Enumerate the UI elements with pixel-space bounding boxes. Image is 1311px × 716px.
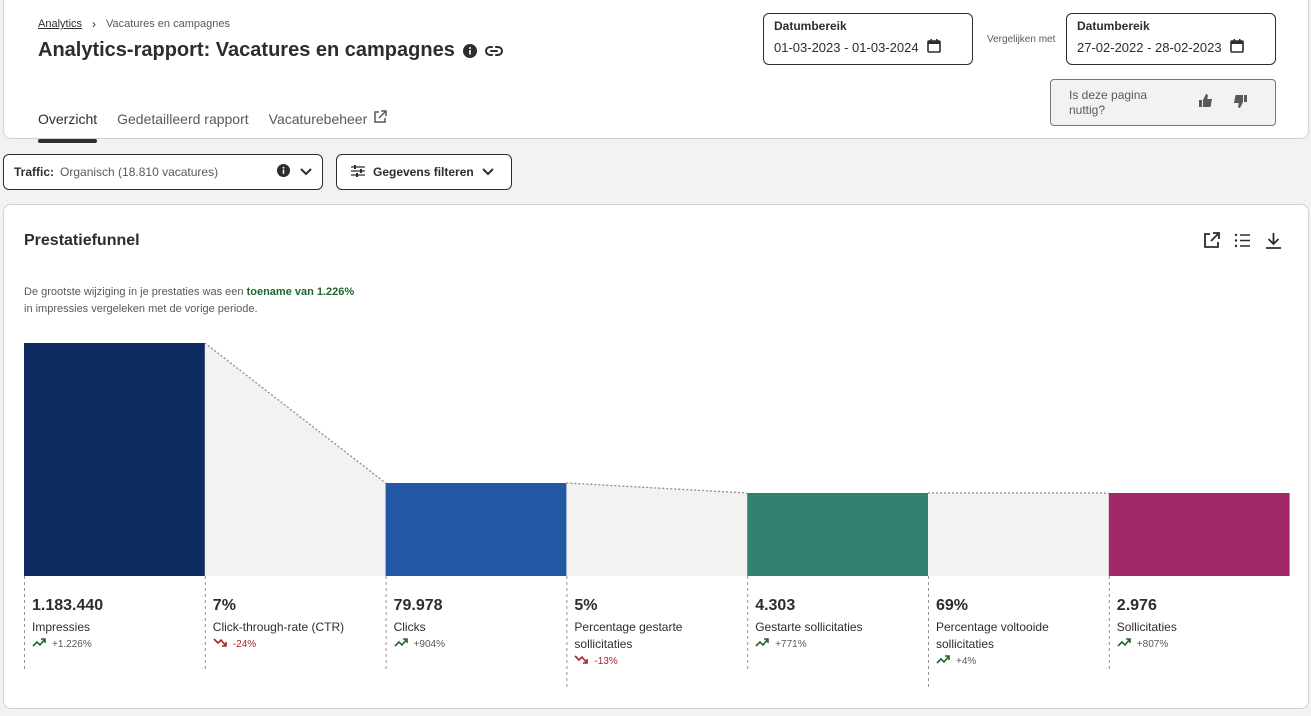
funnel-bar-gestarte-sollicitaties[interactable]	[747, 493, 928, 576]
metric-value: 79.978	[393, 597, 443, 614]
insight-suffix: in impressies vergeleken met de vorige p…	[24, 303, 258, 315]
trend-up-icon	[755, 638, 769, 650]
download-icon[interactable]	[1265, 232, 1282, 254]
tab-overzicht[interactable]: Overzicht	[38, 110, 98, 143]
metric-5: 69% Percentage voltooide sollicitaties +4%	[928, 597, 1103, 667]
date-range-picker[interactable]: Datumbereik 01-03-2023 - 01-03-2024	[763, 13, 973, 65]
metric-label: Percentage gestarte sollicitaties	[574, 620, 683, 651]
tab-gedetailleerd-rapport[interactable]: Gedetailleerd rapport	[117, 110, 249, 139]
metric-value: 2.976	[1116, 597, 1157, 614]
feedback-question: Is deze pagina nuttig?	[1069, 87, 1148, 117]
funnel-connector	[928, 493, 1109, 576]
tab-label: Vacaturebeheer	[268, 110, 368, 127]
metric-change: -13%	[574, 655, 741, 667]
metric-3: 5% Percentage gestarte sollicitaties -13%	[566, 597, 741, 667]
metric-change: +771%	[755, 638, 922, 650]
metric-value: 5%	[574, 597, 598, 614]
metric-label: Click-through-rate (CTR)	[212, 620, 345, 634]
thumbs-down-icon[interactable]	[1233, 94, 1247, 111]
list-icon[interactable]	[1234, 232, 1251, 254]
date-range-label: Datumbereik	[774, 19, 847, 33]
compare-range-picker[interactable]: Datumbereik 27-02-2022 - 28-02-2023	[1066, 13, 1276, 65]
compare-range-label: Datumbereik	[1077, 19, 1150, 33]
metric-change-value: +771%	[775, 638, 807, 650]
thumbs-up-icon[interactable]	[1199, 94, 1213, 111]
metric-change-value: +904%	[413, 638, 446, 650]
metric-value: 69%	[936, 597, 969, 614]
compare-label: Vergelijken met	[987, 34, 1056, 45]
traffic-label: Traffic:	[14, 165, 55, 179]
funnel-connector	[204, 343, 386, 576]
metric-change-value: +1.226%	[52, 638, 92, 650]
insight-prefix: De grootste wijziging in je prestaties w…	[24, 286, 244, 298]
trend-down-icon	[574, 655, 589, 667]
trend-up-icon	[394, 638, 408, 650]
card-title: Prestatiefunnel	[24, 232, 140, 249]
link-icon[interactable]	[484, 45, 503, 57]
performance-funnel-card: Prestatiefunnel De grootste wijziging in…	[3, 204, 1309, 709]
sliders-icon	[351, 164, 365, 180]
funnel-bar-clicks[interactable]	[385, 483, 567, 576]
metric-value: 1.183.440	[32, 597, 104, 614]
traffic-value: Organisch (18.810 vacatures)	[60, 165, 219, 179]
funnel-bar-impressies[interactable]	[24, 343, 205, 576]
metric-label: Percentage voltooide sollicitaties	[936, 620, 1049, 651]
metric-change-value: +4%	[956, 655, 977, 667]
metric-value: 7%	[212, 597, 236, 614]
info-icon[interactable]	[277, 164, 290, 180]
calendar-icon	[926, 39, 941, 56]
metric-change-value: +807%	[1136, 638, 1169, 650]
metric-change: +1.226%	[32, 638, 199, 650]
traffic-dropdown[interactable]: Traffic: Organisch (18.810 vacatures)	[3, 154, 323, 190]
metric-0: 1.183.440 Impressies +1.226%	[24, 597, 199, 650]
tab-label: Overzicht	[38, 110, 98, 127]
date-range-value: 01-03-2023 - 01-03-2024	[774, 40, 919, 55]
page-feedback: Is deze pagina nuttig?	[1050, 79, 1276, 126]
trend-up-icon	[32, 638, 46, 650]
tab-vacaturebeheer[interactable]: Vacaturebeheer	[269, 110, 388, 139]
metric-change: +4%	[936, 655, 1103, 667]
metric-change-value: -13%	[594, 655, 618, 667]
chevron-right-icon: ›	[92, 17, 97, 31]
breadcrumb: Analytics › Vacatures en campagnes	[38, 17, 230, 31]
filter-data-button[interactable]: Gegevens filteren	[336, 154, 512, 190]
metric-label: Impressies	[32, 620, 91, 634]
insight-highlight: toename van 1.226%	[246, 286, 355, 298]
info-icon[interactable]	[462, 43, 477, 58]
chevron-down-icon	[300, 165, 312, 179]
breadcrumb-analytics-link[interactable]: Analytics	[38, 18, 83, 30]
metric-change: +807%	[1117, 638, 1284, 650]
page-title: Analytics-rapport: Vacatures en campagne…	[38, 39, 503, 62]
metric-4: 4.303 Gestarte sollicitaties +771%	[747, 597, 922, 650]
filter-data-label: Gegevens filteren	[373, 165, 474, 179]
metric-label: Sollicitaties	[1116, 620, 1177, 634]
trend-up-icon	[936, 655, 950, 667]
trend-down-icon	[213, 638, 227, 650]
insight-text: De grootste wijziging in je prestaties w…	[24, 284, 354, 318]
metric-change-value: -24%	[232, 638, 257, 650]
funnel-connector	[566, 483, 748, 576]
external-link-icon	[373, 110, 387, 127]
metric-value: 4.303	[755, 597, 796, 614]
trend-up-icon	[1117, 638, 1131, 650]
metric-1: 7% Click-through-rate (CTR) -24%	[205, 597, 380, 650]
metric-2: 79.978 Clicks +904%	[386, 597, 561, 650]
metric-6: 2.976 Sollicitaties +807%	[1109, 597, 1284, 650]
tab-label: Gedetailleerd rapport	[117, 110, 249, 127]
metric-label: Clicks	[393, 620, 426, 634]
compare-range-value: 27-02-2022 - 28-02-2023	[1077, 40, 1222, 55]
breadcrumb-current: Vacatures en campagnes	[106, 18, 230, 30]
metric-change: +904%	[394, 638, 561, 650]
metric-label: Gestarte sollicitaties	[755, 620, 863, 634]
calendar-icon	[1229, 39, 1244, 56]
external-link-icon[interactable]	[1203, 232, 1220, 254]
page-title-text: Analytics-rapport: Vacatures en campagne…	[38, 39, 455, 61]
metric-change: -24%	[213, 638, 380, 650]
funnel-bar-sollicitaties[interactable]	[1108, 493, 1290, 576]
report-tabs: Overzicht Gedetailleerd rapport Vacature…	[38, 110, 388, 143]
chevron-down-icon	[482, 165, 494, 179]
funnel-chart	[24, 343, 1290, 688]
report-header: Analytics › Vacatures en campagnes Analy…	[3, 0, 1309, 143]
